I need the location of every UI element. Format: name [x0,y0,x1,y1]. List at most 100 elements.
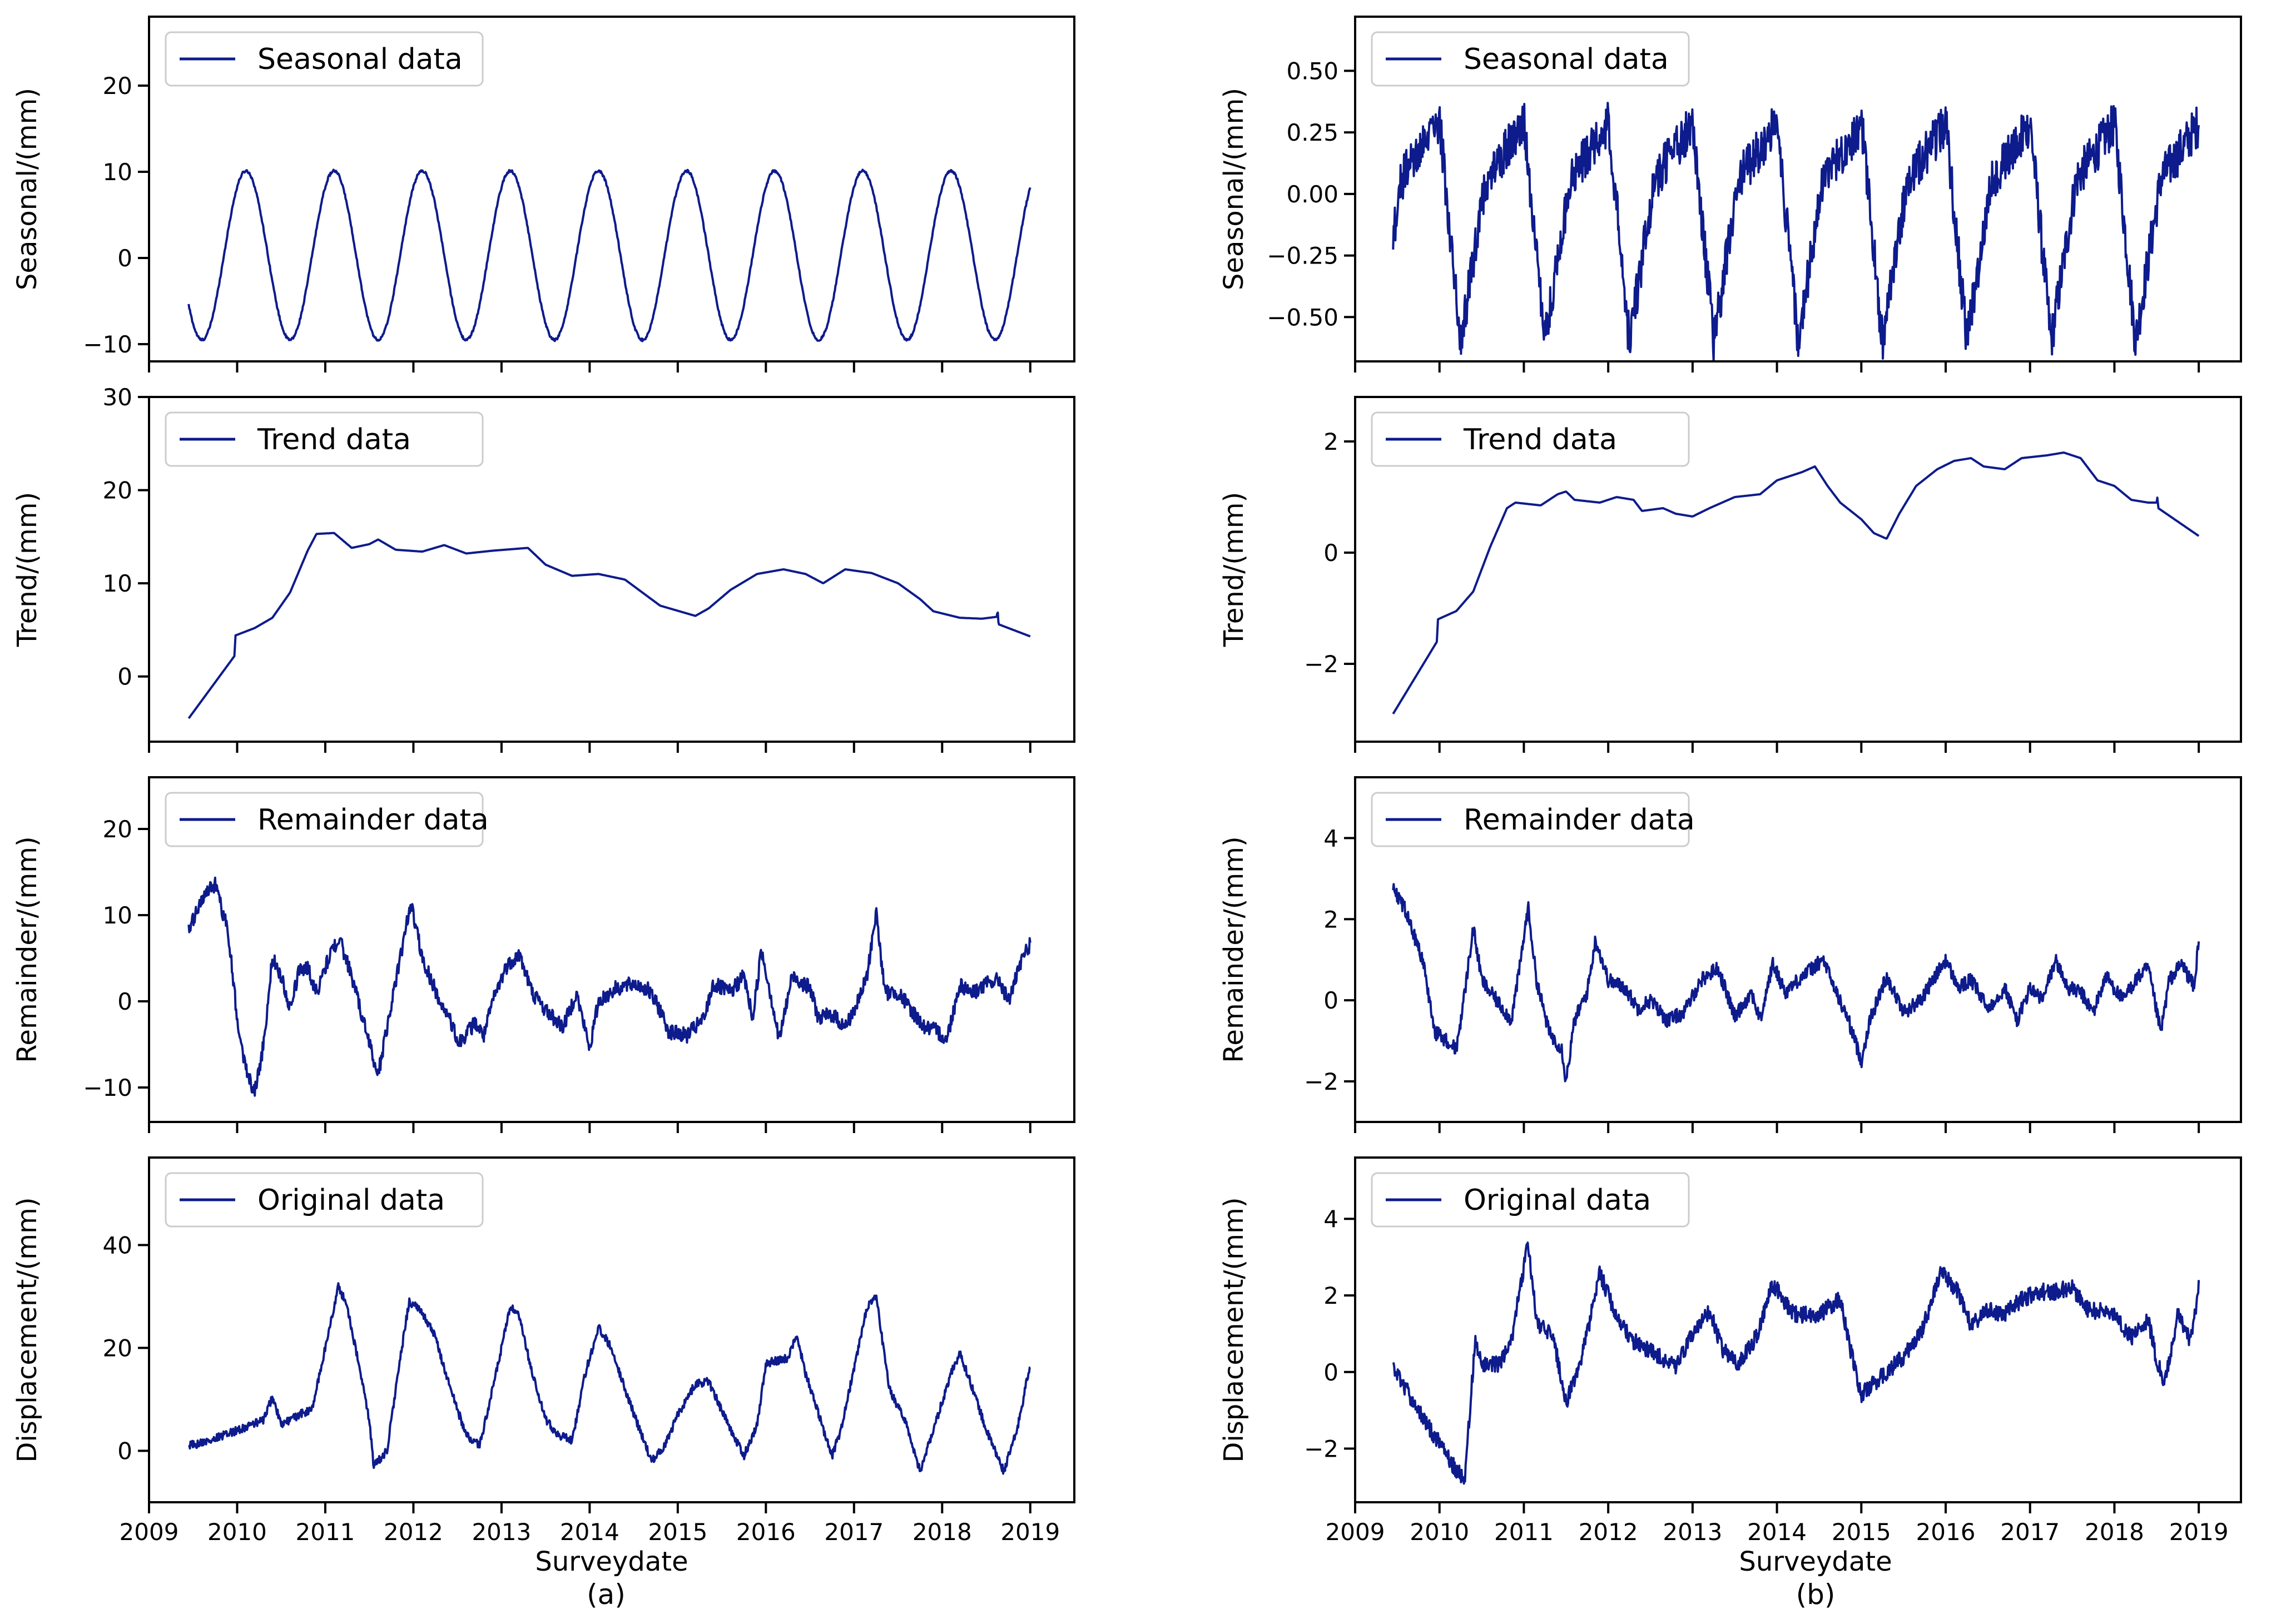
panel-b-2: −2 0 2 Trend/(mm) Trend data [1218,396,2242,753]
panel-b-1: −0.50 −0.25 0.00 0.25 0.50 Seasonal/(mm) Seaso… [1218,16,2242,373]
plot-frame-b-4 [1354,1156,2242,1503]
y-tick-label: 0 [117,1437,132,1464]
panel-a-3: −10 0 10 20 Remainder/(mm) Remainder data [12,776,1075,1133]
x-tick-label: 2015 [1832,1518,1891,1546]
plot-frame-a-2 [148,396,1075,743]
y-tick-label: −10 [83,1074,132,1101]
x-tick-label: 2018 [913,1518,972,1546]
legend-box-b-1 [1371,31,1690,87]
y-axis-label-a-1: Seasonal/(mm) [12,88,43,290]
x-tick-label: 2011 [296,1518,355,1546]
x-tick-label: 2010 [1410,1518,1469,1546]
y-tick-label: −2 [1304,650,1338,678]
y-tick-label: 4 [1323,825,1338,852]
legend-label-a-4: Original data [257,1184,445,1217]
y-axis-label-b-1: Seasonal/(mm) [1218,88,1249,290]
legend-box-a-2 [165,411,484,467]
legend-label-b-3: Remainder data [1464,803,1695,837]
panel-b-4: −2 0 2 4 2009 2010 2011 2012 2013 2014 2015 2016 201… [1218,1156,2242,1546]
y-axis-label-a-3: Remainder/(mm) [12,836,43,1063]
series-line-a-4 [188,1282,1031,1475]
panel-a-2: 0 10 20 30 Trend/(mm) Trend data [12,384,1075,753]
y-tick-label: 4 [1323,1205,1338,1233]
x-tick-label: 2019 [2169,1518,2229,1546]
x-tick-label: 2011 [1494,1518,1554,1546]
series-line-a-2 [187,532,1031,719]
caption-b: (b) [1796,1578,1836,1611]
y-tick-label: 0.50 [1286,57,1338,85]
y-tick-label: 0.25 [1286,119,1338,146]
series-line-b-1 [1392,102,2200,361]
legend-box-a-1 [165,31,484,87]
x-tick-label: 2014 [560,1518,619,1546]
plot-frame-b-1 [1354,16,2242,362]
x-tick-label: 2012 [1579,1518,1638,1546]
x-tick-label: 2009 [1326,1518,1385,1546]
panel-a-1: −10 0 10 20 Seasonal/(mm) Seasonal data [12,16,1075,373]
y-axis-label-b-3: Remainder/(mm) [1218,836,1249,1063]
legend-box-b-3 [1371,792,1690,847]
x-tick-label: 2015 [648,1518,707,1546]
x-tick-label: 2012 [384,1518,443,1546]
legend-box-a-4 [165,1172,484,1228]
legend-label-a-1: Seasonal data [257,43,463,76]
x-tick-label: 2016 [1916,1518,1976,1546]
x-axis-label-b: Surveydate [1739,1546,1892,1577]
y-tick-label: 40 [103,1231,132,1259]
panel-a-4: 0 20 40 2009 2010 2011 2012 2013 2014 2015 2016 201… [12,1156,1075,1546]
plot-frame-b-2 [1354,396,2242,743]
y-tick-label: −0.25 [1267,242,1338,270]
series-line-b-2 [1392,451,2200,715]
y-tick-label: −10 [83,331,132,358]
y-tick-label: 20 [103,72,132,100]
series-line-a-3 [187,876,1032,1097]
y-axis-label-a-4: Displacement/(mm) [12,1197,43,1462]
y-tick-label: 0 [1323,1359,1338,1386]
plot-frame-a-4 [148,1156,1075,1503]
y-axis-label-b-4: Displacement/(mm) [1218,1197,1249,1462]
y-tick-label: 2 [1323,428,1338,455]
y-tick-label: 2 [1323,906,1338,933]
y-tick-label: −2 [1304,1436,1338,1463]
y-tick-label: 0 [1323,987,1338,1014]
x-axis-label-a: Surveydate [535,1546,688,1577]
y-tick-label: 20 [103,477,132,504]
x-tick-label: 2017 [2000,1518,2060,1546]
y-tick-label: 2 [1323,1282,1338,1309]
panel-b-3: −2 0 2 4 Remainder/(mm) Remainder data [1218,776,2242,1133]
legend-box-a-3 [165,792,484,847]
y-tick-label: 10 [103,570,132,597]
y-tick-label: 0.00 [1286,181,1338,208]
y-axis-label-b-2: Trend/(mm) [1218,492,1249,648]
x-tick-label: 2009 [120,1518,179,1546]
x-tick-label: 2016 [736,1518,796,1546]
x-tick-label: 2019 [1000,1518,1060,1546]
legend-label-a-2: Trend data [257,423,411,456]
y-tick-label: 20 [103,1334,132,1362]
legend-label-b-4: Original data [1464,1184,1651,1217]
x-tick-label: 2018 [2085,1518,2144,1546]
y-tick-label: 0 [117,245,132,272]
y-tick-label: 0 [117,663,132,691]
legend-label-b-1: Seasonal data [1464,43,1669,76]
legend-label-a-3: Remainder data [257,803,489,837]
series-line-a-1 [187,168,1032,342]
caption-a: (a) [587,1578,626,1611]
series-line-b-4 [1392,1241,2200,1485]
y-tick-label: 0 [1323,539,1338,567]
plot-frame-a-3 [148,776,1075,1123]
x-tick-label: 2013 [472,1518,531,1546]
legend-box-b-4 [1371,1172,1690,1228]
x-tick-label: 2013 [1663,1518,1722,1546]
y-axis-label-a-2: Trend/(mm) [12,492,43,648]
y-tick-label: 30 [103,384,132,411]
y-tick-label: −0.50 [1267,304,1338,331]
y-tick-label: 20 [103,816,132,843]
plot-frame-a-1 [148,16,1075,362]
legend-label-b-2: Trend data [1463,423,1617,456]
series-line-b-3 [1392,883,2200,1082]
x-tick-label: 2017 [824,1518,884,1546]
plot-frame-b-3 [1354,776,2242,1123]
y-tick-label: −2 [1304,1068,1338,1095]
